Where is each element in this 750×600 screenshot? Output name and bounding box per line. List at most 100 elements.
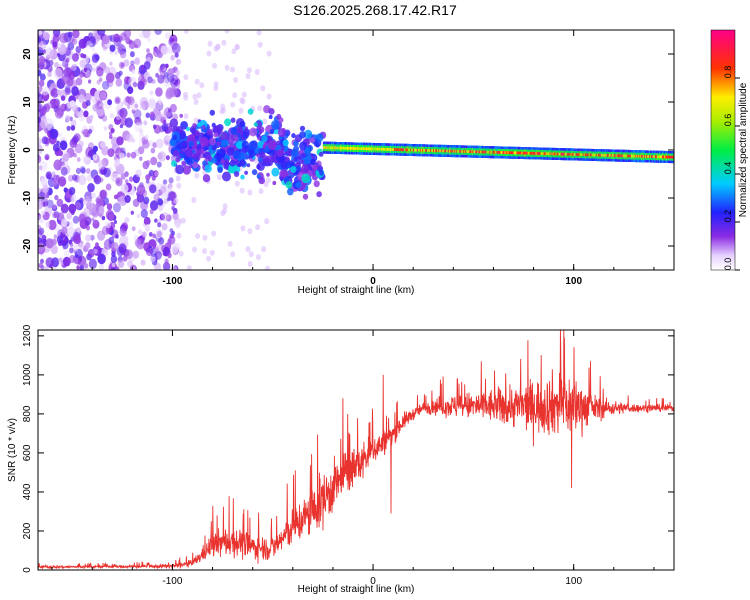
heatmap-cell — [139, 132, 145, 139]
heatmap-cell — [154, 171, 159, 177]
heatmap-cell — [192, 246, 197, 253]
heatmap-cell — [72, 53, 79, 62]
heatmap-cell — [232, 150, 241, 160]
heatmap-cell — [60, 203, 69, 214]
heatmap-cell — [157, 152, 163, 160]
heatmap-cell — [130, 151, 137, 159]
heatmap-cell — [138, 32, 144, 39]
heatmap-cell — [199, 136, 209, 147]
heatmap-cell — [38, 244, 45, 255]
heatmap-cell — [61, 74, 70, 85]
heatmap-cell — [169, 228, 174, 234]
colorbar-tick-label: 0.4 — [723, 162, 733, 175]
y-tick-label: 200 — [22, 522, 33, 539]
heatmap-cell — [38, 86, 43, 93]
heatmap-cell — [207, 40, 213, 47]
heatmap-cell — [72, 174, 78, 181]
heatmap-cell — [130, 51, 135, 58]
heatmap-cell — [157, 222, 162, 228]
heatmap-cell — [268, 108, 275, 115]
heatmap-cell — [38, 136, 42, 146]
heatmap-cell — [235, 141, 243, 150]
heatmap-cell — [156, 161, 162, 168]
heatmap-cell — [66, 125, 71, 131]
heatmap-cell — [127, 105, 131, 109]
heatmap-cell — [52, 204, 57, 210]
heatmap-cell — [163, 107, 172, 118]
heatmap-cell — [269, 128, 275, 135]
x-tick-label: -100 — [162, 576, 182, 587]
heatmap-cell — [171, 206, 175, 211]
heatmap-cell — [287, 188, 294, 196]
heatmap-cell — [316, 133, 324, 142]
heatmap-cell — [102, 35, 110, 45]
heatmap-cell — [169, 118, 179, 128]
heatmap-cell — [175, 164, 185, 175]
heatmap-cell — [41, 86, 49, 96]
heatmap-cell — [85, 100, 91, 107]
heatmap-cell — [167, 241, 172, 248]
heatmap-cell — [79, 59, 86, 68]
heatmap-cell — [240, 225, 246, 232]
heatmap-cell — [80, 167, 86, 174]
heatmap-cell — [202, 248, 207, 255]
heatmap-cell — [227, 240, 233, 247]
heatmap-cell — [243, 128, 251, 137]
heatmap-cell — [87, 183, 95, 193]
heatmap-cell — [113, 194, 118, 200]
heatmap-cell — [191, 197, 197, 203]
heatmap-cell — [229, 165, 235, 172]
heatmap-cell — [38, 37, 42, 44]
heatmap-cell — [230, 117, 236, 123]
heatmap-cell — [227, 136, 235, 145]
heatmap-cell — [196, 122, 202, 128]
heatmap-cell — [206, 255, 212, 262]
heatmap-cell — [45, 221, 50, 228]
heatmap-cell — [264, 218, 270, 225]
heatmap-cell — [45, 155, 49, 160]
heatmap-cell — [38, 93, 43, 105]
heatmap-cell — [216, 141, 221, 146]
heatmap-cell — [124, 217, 130, 224]
heatmap-cell — [206, 50, 212, 57]
heatmap-cell — [299, 125, 306, 132]
heatmap-cell — [147, 76, 153, 84]
heatmap-cell — [62, 241, 69, 250]
y-tick-label: 1000 — [22, 363, 33, 386]
heatmap-cell — [48, 219, 57, 231]
heatmap-cell — [77, 255, 87, 267]
heatmap-cell — [120, 101, 124, 106]
heatmap-cell — [245, 73, 251, 80]
colorbar-label: Normalized spectral amplitude — [738, 82, 749, 217]
heatmap-cell — [204, 151, 212, 160]
heatmap-cell — [122, 113, 126, 118]
heatmap-cell — [262, 118, 268, 125]
heatmap-cell — [165, 63, 169, 69]
heatmap-cell — [62, 256, 71, 267]
heatmap-cell — [161, 123, 169, 132]
heatmap-cell — [137, 80, 145, 90]
heatmap-cell — [265, 265, 270, 270]
heatmap-cell — [157, 98, 162, 104]
heatmap-cell — [108, 213, 115, 221]
heatmap-cell — [234, 180, 240, 187]
heatmap-cell — [209, 109, 215, 116]
colorbar-tick-label: 0.2 — [723, 210, 733, 223]
heatmap-cell — [57, 176, 67, 187]
heatmap-cell — [68, 203, 77, 214]
y-axis-label-top: Frequency (Hz) — [7, 116, 18, 185]
heatmap-cell — [111, 266, 116, 270]
heatmap-cell — [148, 169, 155, 177]
x-axis-ticks-top: -100 0 100 — [51, 30, 655, 287]
heatmap-cell — [276, 113, 282, 120]
heatmap-cell — [159, 213, 165, 221]
heatmap-cell — [95, 205, 105, 217]
heatmap-cell — [145, 174, 151, 181]
heatmap-cell — [232, 92, 238, 99]
y-axis-ticks-bottom: 0 200 400 600 800 1000 1200 — [22, 324, 674, 573]
heatmap-cell — [107, 99, 112, 106]
colorbar: 0.0 0.2 0.4 0.6 0.8 Normalized spectral ampl… — [710, 29, 749, 271]
heatmap-cell — [139, 97, 149, 108]
heatmap-cell — [47, 71, 52, 77]
heatmap-cell — [85, 70, 92, 78]
